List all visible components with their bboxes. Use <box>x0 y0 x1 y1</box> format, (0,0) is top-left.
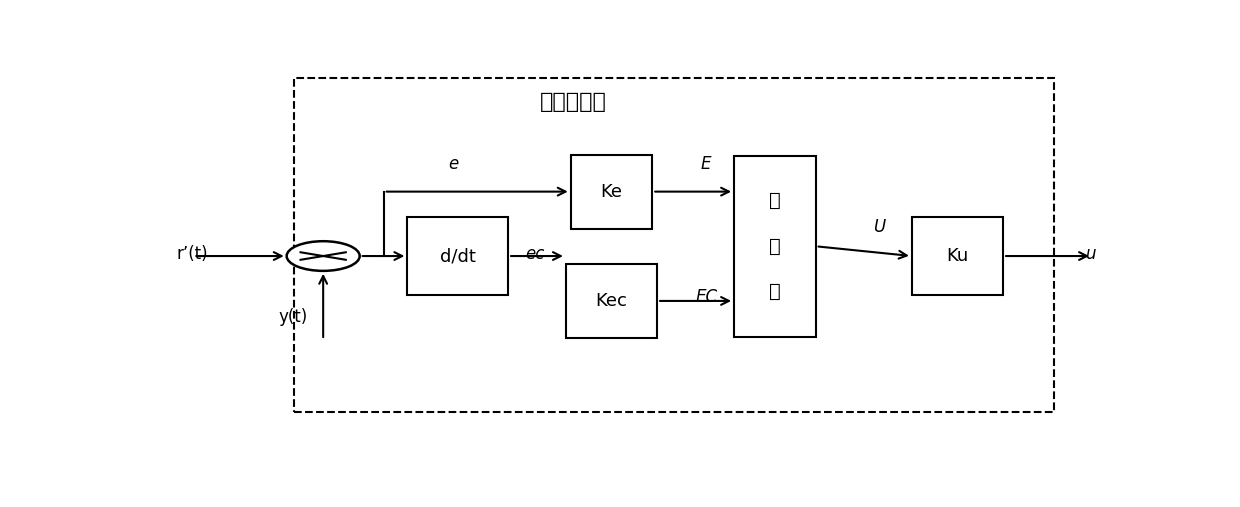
Text: 表: 表 <box>769 282 781 301</box>
Text: E: E <box>701 155 712 173</box>
Bar <box>294 79 1054 412</box>
Text: d/dt: d/dt <box>440 247 476 265</box>
Bar <box>407 217 508 295</box>
Text: r’(t): r’(t) <box>176 245 208 263</box>
Text: Ke: Ke <box>600 183 622 201</box>
Text: ec: ec <box>525 245 544 263</box>
Text: Kec: Kec <box>595 292 627 310</box>
Bar <box>911 217 1003 295</box>
Text: Ku: Ku <box>946 247 968 265</box>
Bar <box>734 156 816 337</box>
Bar <box>565 264 657 338</box>
Text: U: U <box>873 218 885 236</box>
Text: 查: 查 <box>769 191 781 210</box>
Text: 询: 询 <box>769 237 781 256</box>
Text: u: u <box>1085 245 1096 263</box>
Bar <box>570 155 652 229</box>
Text: y(t): y(t) <box>278 308 308 325</box>
Text: EC: EC <box>696 288 718 306</box>
Text: 模糊控制器: 模糊控制器 <box>539 92 606 112</box>
Text: e: e <box>448 155 459 173</box>
Circle shape <box>286 241 360 271</box>
